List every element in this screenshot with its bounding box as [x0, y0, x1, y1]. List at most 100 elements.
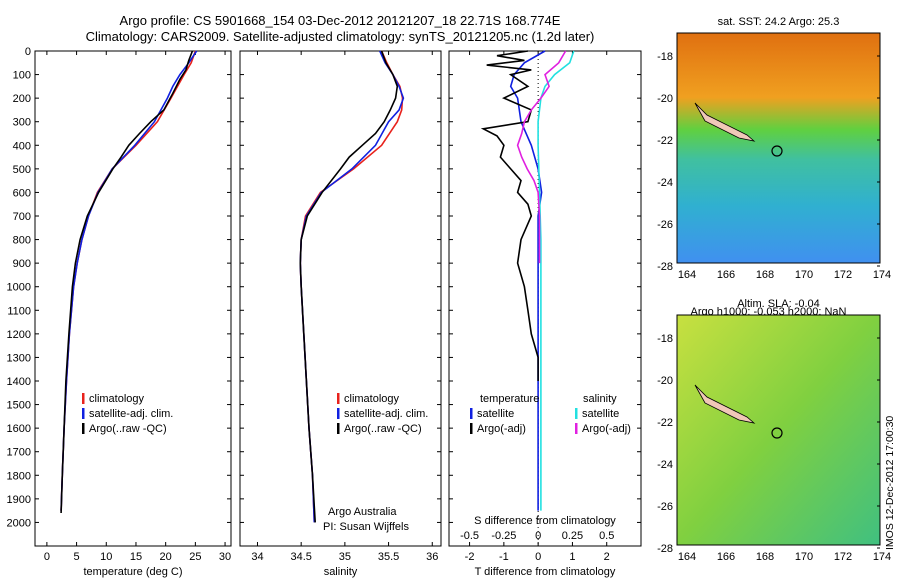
salinity-line-1 — [299, 50, 405, 523]
depth-tick-label: 900 — [13, 258, 31, 270]
salinity-line-2 — [299, 50, 399, 523]
difference-line-3 — [516, 50, 567, 264]
depth-tick-label: 1100 — [7, 305, 31, 317]
temperature-xtick-label: 10 — [100, 551, 112, 563]
temperature-legend-swatch — [82, 423, 85, 434]
map-xtick-label: 172 — [834, 551, 852, 563]
salinity-xlabel: salinity — [324, 566, 358, 578]
map-xtick-label: 172 — [834, 269, 852, 281]
sdiff-tick-label: 0.5 — [599, 530, 614, 542]
map-xtick-label: 170 — [795, 269, 813, 281]
depth-tick-label: 500 — [13, 164, 31, 176]
temperature-xtick-label: 15 — [130, 551, 142, 563]
map-xtick-label: 166 — [717, 269, 735, 281]
map-xtick-label: 170 — [795, 551, 813, 563]
map-title-0: sat. SST: 24.2 Argo: 25.3 — [718, 16, 840, 28]
salinity-panel-frame — [239, 50, 442, 547]
difference-xlabel: T difference from climatology — [475, 566, 616, 578]
map-ytick-label: -18 — [657, 51, 673, 63]
map-ytick-label: -24 — [657, 177, 673, 189]
depth-tick-label: 100 — [13, 70, 31, 82]
argo-position-marker-1 — [771, 427, 783, 439]
map-ytick-label: -24 — [657, 459, 673, 471]
depth-tick-label: 2000 — [7, 517, 31, 529]
temperature-xtick-label: 0 — [44, 551, 50, 563]
depth-tick-label: 1300 — [7, 352, 31, 364]
salinity-xtick-label: 35.5 — [378, 551, 399, 563]
depth-tick-label: 300 — [13, 117, 31, 129]
map-ytick-label: -28 — [657, 543, 673, 555]
difference-legend-s-swatch — [575, 423, 578, 434]
difference-xtick-label: 2 — [604, 551, 610, 563]
temperature-legend-label: satellite-adj. clim. — [89, 408, 173, 420]
temperature-legend-swatch — [82, 393, 85, 404]
depth-tick-label: 1700 — [7, 447, 31, 459]
depth-tick-label: 600 — [13, 187, 31, 199]
difference-legend-t-swatch — [470, 423, 473, 434]
annotation-line-2: PI: Susan Wijffels — [323, 521, 409, 533]
map-ytick-label: -22 — [657, 417, 673, 429]
temperature-line-1 — [60, 50, 198, 511]
difference-legend-s-label: satellite — [582, 408, 619, 420]
map-xtick-label: 174 — [873, 269, 891, 281]
depth-tick-label: 0 — [25, 46, 31, 58]
title-line-2: Climatology: CARS2009. Satellite-adjuste… — [85, 29, 595, 44]
difference-legend-s-label: Argo(-adj) — [582, 423, 631, 435]
map-ytick-label: -20 — [657, 375, 673, 387]
salinity-xtick-label: 35 — [339, 551, 351, 563]
temperature-xlabel: temperature (deg C) — [83, 566, 182, 578]
title-line-1: Argo profile: CS 5901668_154 03-Dec-2012… — [119, 13, 561, 28]
land-new-caledonia-1 — [694, 384, 756, 424]
difference-line-1 — [480, 50, 539, 381]
difference-legend-t-label: Argo(-adj) — [477, 423, 526, 435]
depth-tick-label: 800 — [13, 235, 31, 247]
map-ytick-label: -20 — [657, 93, 673, 105]
land-new-caledonia-0 — [694, 102, 756, 142]
difference-legend-t-swatch — [470, 408, 473, 419]
difference-xtick-label: -2 — [465, 551, 475, 563]
difference-xtick-label: 0 — [535, 551, 541, 563]
depth-tick-label: 1200 — [7, 329, 31, 341]
difference-legend-s-swatch — [575, 408, 578, 419]
map-title-1: Altim. SLA: -0.04 — [737, 298, 820, 310]
salinity-legend-swatch — [337, 408, 340, 419]
salinity-legend-label: Argo(..raw -QC) — [344, 423, 422, 435]
depth-tick-label: 1000 — [7, 282, 31, 294]
temperature-xtick-label: 30 — [219, 551, 231, 563]
map-ytick-label: -26 — [657, 219, 673, 231]
temperature-legend-swatch — [82, 408, 85, 419]
map-xtick-label: 166 — [717, 551, 735, 563]
temperature-panel-frame — [34, 50, 232, 547]
depth-tick-label: 200 — [13, 93, 31, 105]
sdiff-tick-label: -0.25 — [491, 530, 516, 542]
depth-tick-label: 1600 — [7, 423, 31, 435]
map-ytick-label: -26 — [657, 501, 673, 513]
difference-xtick-label: -1 — [499, 551, 509, 563]
map-xtick-label: 168 — [756, 551, 774, 563]
map-xtick-label: 168 — [756, 269, 774, 281]
temperature-line-2 — [60, 50, 194, 514]
temperature-xtick-label: 25 — [189, 551, 201, 563]
sdiff-tick-label: 0.25 — [562, 530, 583, 542]
depth-tick-label: 1900 — [7, 494, 31, 506]
map-0 — [676, 32, 881, 264]
difference-xlabel-top: S difference from climatology — [474, 515, 616, 527]
salinity-legend-label: climatology — [344, 393, 400, 405]
sdiff-tick-label: -0.5 — [460, 530, 479, 542]
legend-s-header: salinity — [583, 393, 617, 405]
map-ytick-label: -28 — [657, 261, 673, 273]
salinity-xtick-label: 34.5 — [290, 551, 311, 563]
map-xtick-label: 174 — [873, 551, 891, 563]
sdiff-tick-label: 0 — [535, 530, 541, 542]
salinity-legend-swatch — [337, 393, 340, 404]
annotation-line-1: Argo Australia — [328, 506, 397, 518]
temperature-line-0 — [60, 50, 197, 511]
salinity-legend-label: satellite-adj. clim. — [344, 408, 428, 420]
map-ytick-label: -22 — [657, 135, 673, 147]
difference-panel-frame — [448, 50, 642, 547]
temperature-legend-label: climatology — [89, 393, 145, 405]
argo-position-marker-0 — [771, 145, 783, 157]
depth-tick-label: 700 — [13, 211, 31, 223]
difference-legend-t-label: satellite — [477, 408, 514, 420]
